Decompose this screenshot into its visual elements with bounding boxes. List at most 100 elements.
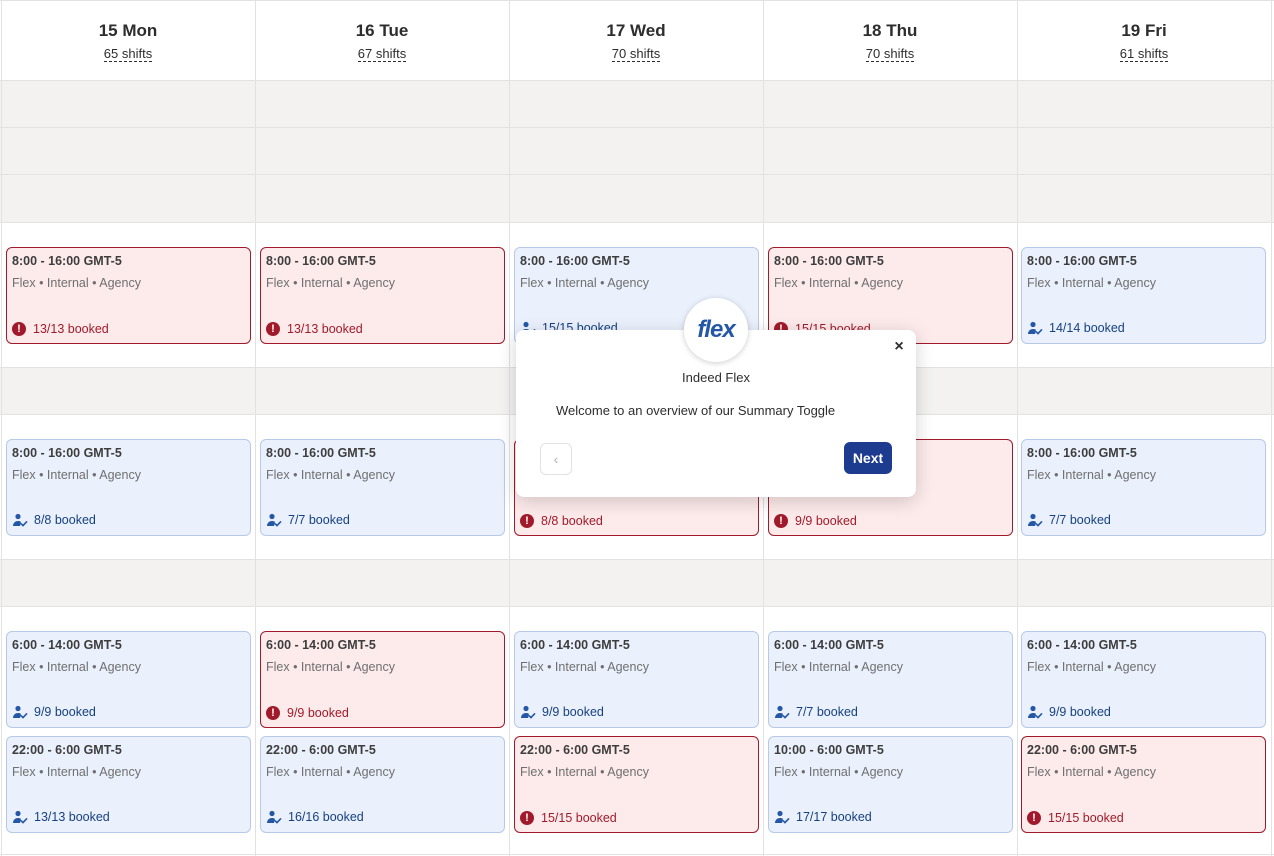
flex-logo: flex [684,298,748,362]
shift-card[interactable]: 22:00 - 6:00 GMT-5 Flex • Internal • Agen… [6,736,251,833]
shift-meta: Flex • Internal • Agency [1027,660,1156,674]
shift-meta: Flex • Internal • Agency [774,276,903,290]
day-shift-count[interactable]: 67 shifts [357,46,407,62]
empty-row [0,559,1274,607]
shift-card[interactable]: 8:00 - 16:00 GMT-5 Flex • Internal • Agen… [260,247,505,344]
shift-time: 8:00 - 16:00 GMT-5 [520,254,630,268]
person-check-icon [774,704,790,720]
alert-icon: ! [266,322,280,336]
day-shift-count[interactable]: 70 shifts [865,46,915,62]
booked-text: 15/15 booked [1048,811,1124,825]
booked-status: 9/9 booked [1027,704,1111,720]
alert-icon: ! [774,514,788,528]
shift-card[interactable]: 8:00 - 16:00 GMT-5 Flex • Internal • Agen… [1021,439,1266,536]
booked-status: 17/17 booked [774,809,872,825]
alert-icon: ! [520,514,534,528]
shift-meta: Flex • Internal • Agency [774,660,903,674]
day-header: 18 Thu 70 shifts [763,1,1017,81]
person-check-icon [520,704,536,720]
shift-card[interactable]: 6:00 - 14:00 GMT-5 Flex • Internal • Agen… [768,631,1013,728]
shift-time: 6:00 - 14:00 GMT-5 [12,638,122,652]
booked-status: ! 13/13 booked [266,322,363,336]
booked-text: 7/7 booked [796,705,858,719]
person-check-icon [12,512,28,528]
booked-status: 8/8 booked [12,512,96,528]
shift-meta: Flex • Internal • Agency [266,765,395,779]
shift-card[interactable]: 22:00 - 6:00 GMT-5 Flex • Internal • Agen… [260,736,505,833]
booked-text: 13/13 booked [34,810,110,824]
booked-status: ! 13/13 booked [12,322,109,336]
booked-text: 17/17 booked [796,810,872,824]
person-check-icon [12,809,28,825]
shift-time: 8:00 - 16:00 GMT-5 [1027,254,1137,268]
booked-status: 16/16 booked [266,809,364,825]
shift-meta: Flex • Internal • Agency [774,765,903,779]
column-divider [1271,0,1272,856]
shift-meta: Flex • Internal • Agency [266,660,395,674]
shift-card[interactable]: 8:00 - 16:00 GMT-5 Flex • Internal • Agen… [1021,247,1266,344]
column-divider [1,0,2,856]
day-shift-count[interactable]: 70 shifts [611,46,661,62]
shift-card[interactable]: 8:00 - 16:00 GMT-5 Flex • Internal • Agen… [768,247,1013,344]
day-shift-count[interactable]: 61 shifts [1119,46,1169,62]
day-title: 16 Tue [355,21,409,40]
booked-text: 9/9 booked [34,705,96,719]
shift-time: 6:00 - 14:00 GMT-5 [774,638,884,652]
day-header: 17 Wed 70 shifts [509,1,763,81]
alert-icon: ! [520,811,534,825]
shift-card[interactable]: 8:00 - 16:00 GMT-5 Flex • Internal • Agen… [260,439,505,536]
person-check-icon [1027,704,1043,720]
shift-meta: Flex • Internal • Agency [1027,276,1156,290]
shift-time: 8:00 - 16:00 GMT-5 [12,446,122,460]
booked-text: 16/16 booked [288,810,364,824]
shift-meta: Flex • Internal • Agency [266,468,395,482]
person-check-icon [1027,512,1043,528]
day-shift-count[interactable]: 65 shifts [103,46,153,62]
row-divider [0,854,1274,855]
shift-time: 10:00 - 6:00 GMT-5 [774,743,884,757]
shift-card[interactable]: 8:00 - 16:00 GMT-5 Flex • Internal • Agen… [6,247,251,344]
booked-text: 7/7 booked [288,513,350,527]
booked-text: 9/9 booked [1049,705,1111,719]
booked-text: 8/8 booked [34,513,96,527]
shift-card[interactable]: 6:00 - 14:00 GMT-5 Flex • Internal • Agen… [260,631,505,728]
shift-card[interactable]: 8:00 - 16:00 GMT-5 Flex • Internal • Agen… [6,439,251,536]
shift-meta: Flex • Internal • Agency [12,660,141,674]
close-icon[interactable]: × [894,338,904,355]
booked-status: 9/9 booked [520,704,604,720]
booked-status: 14/14 booked [1027,320,1125,336]
booked-text: 14/14 booked [1049,321,1125,335]
shift-meta: Flex • Internal • Agency [12,468,141,482]
shift-time: 6:00 - 14:00 GMT-5 [520,638,630,652]
column-divider [509,0,510,856]
person-check-icon [1027,320,1043,336]
shift-meta: Flex • Internal • Agency [12,765,141,779]
shift-time: 8:00 - 16:00 GMT-5 [1027,446,1137,460]
shift-card[interactable]: 6:00 - 14:00 GMT-5 Flex • Internal • Agen… [514,631,759,728]
previous-button[interactable]: ‹ [540,443,572,475]
booked-text: 13/13 booked [287,322,363,336]
day-title: 15 Mon [98,21,158,40]
shift-time: 8:00 - 16:00 GMT-5 [266,254,376,268]
popover-message: Welcome to an overview of our Summary To… [556,403,836,418]
day-header-row: 15 Mon 65 shifts 16 Tue 67 shifts 17 Wed… [0,0,1274,81]
day-header: 15 Mon 65 shifts [1,1,255,81]
day-title: 19 Fri [1121,21,1167,40]
next-button[interactable]: Next [844,442,892,474]
shift-card[interactable]: 6:00 - 14:00 GMT-5 Flex • Internal • Agen… [6,631,251,728]
booked-status: 13/13 booked [12,809,110,825]
shift-time: 8:00 - 16:00 GMT-5 [12,254,122,268]
shift-card[interactable]: 6:00 - 14:00 GMT-5 Flex • Internal • Agen… [1021,631,1266,728]
shift-time: 22:00 - 6:00 GMT-5 [12,743,122,757]
booked-status: ! 9/9 booked [774,514,857,528]
day-header: 19 Fri 61 shifts [1017,1,1271,81]
shift-time: 8:00 - 16:00 GMT-5 [774,254,884,268]
shift-meta: Flex • Internal • Agency [520,765,649,779]
shift-card[interactable]: 22:00 - 6:00 GMT-5 Flex • Internal • Agen… [1021,736,1266,833]
shift-card[interactable]: 10:00 - 6:00 GMT-5 Flex • Internal • Agen… [768,736,1013,833]
alert-icon: ! [266,706,280,720]
booked-text: 7/7 booked [1049,513,1111,527]
shift-time: 6:00 - 14:00 GMT-5 [266,638,376,652]
shift-card[interactable]: 22:00 - 6:00 GMT-5 Flex • Internal • Agen… [514,736,759,833]
empty-row [0,175,1274,223]
